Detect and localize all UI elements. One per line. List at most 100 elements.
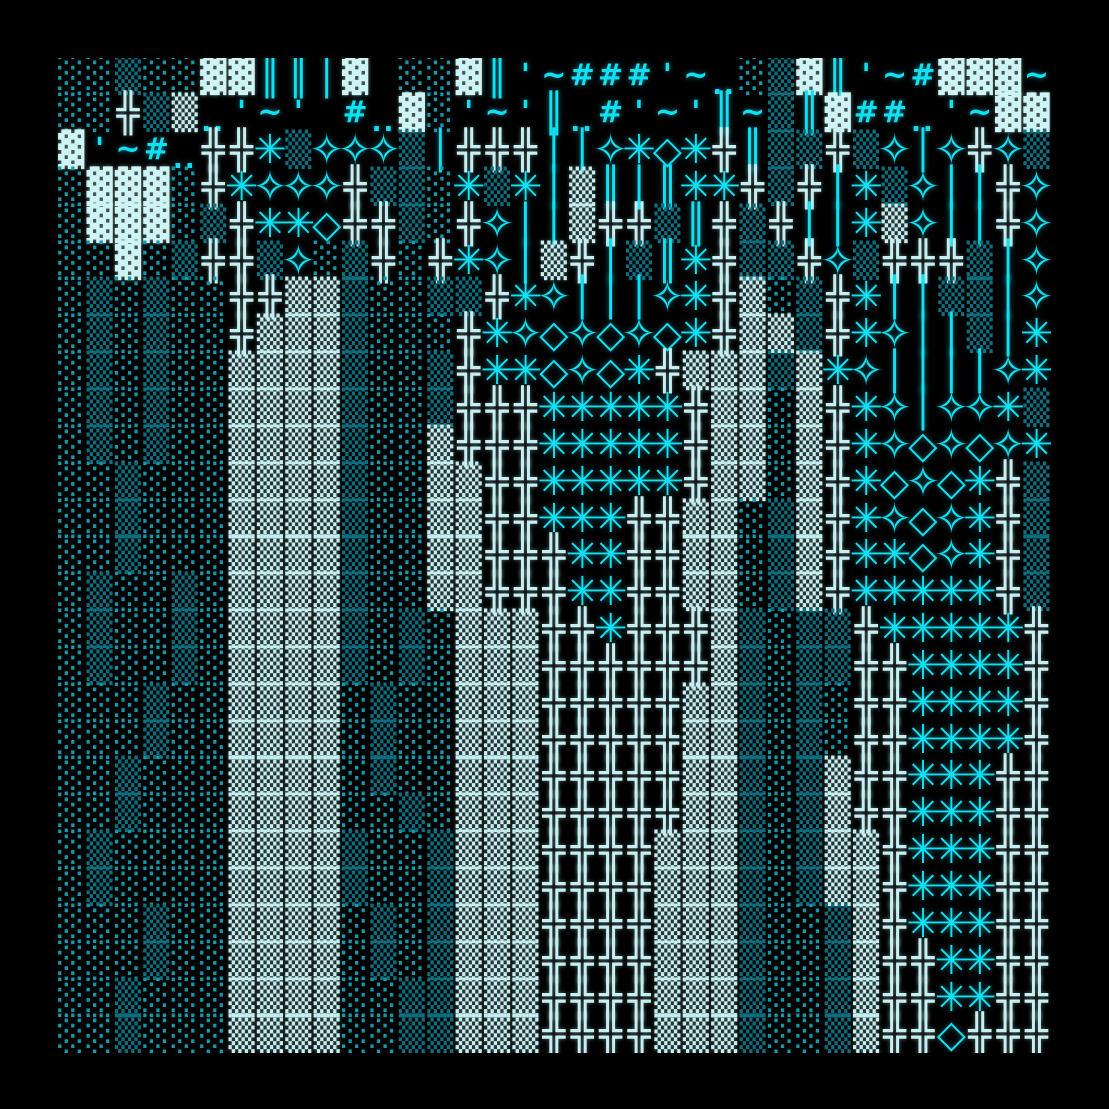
glyph-cell: ░ xyxy=(58,93,85,134)
glyph-cell: ✳ xyxy=(679,163,713,210)
glyph-cell: ▒ xyxy=(682,682,709,723)
glyph-cell: │ xyxy=(514,201,537,246)
glyph-cell: ▒ xyxy=(285,940,312,981)
glyph-cell: ░ xyxy=(200,940,227,981)
glyph-cell: ╬ xyxy=(1025,901,1048,946)
glyph-cell: .. xyxy=(172,145,197,176)
glyph-cell: ░ xyxy=(370,424,397,465)
glyph-cell: ▒ xyxy=(739,903,766,944)
glyph-cell: ║ xyxy=(684,201,708,246)
glyph-cell: ╬ xyxy=(230,128,253,173)
glyph-cell: ▒ xyxy=(114,535,142,576)
glyph-cell: ▒ xyxy=(86,314,113,355)
glyph-cell: ╬ xyxy=(428,238,452,283)
glyph-cell: ░ xyxy=(767,682,795,723)
glyph-cell: ░ xyxy=(200,277,227,318)
glyph-cell: ▒ xyxy=(342,461,369,502)
glyph-cell: ╬ xyxy=(201,164,225,209)
glyph-cell: ░ xyxy=(370,314,397,355)
glyph-cell: ╬ xyxy=(570,828,594,873)
glyph-cell: ╬ xyxy=(826,459,850,504)
glyph-cell: ░ xyxy=(86,682,113,723)
glyph-cell: ░ xyxy=(398,830,425,871)
glyph-cell: ░ xyxy=(342,1014,369,1053)
glyph-cell: ▒ xyxy=(796,719,823,760)
glyph-cell: ▒ xyxy=(512,719,539,760)
glyph-cell: ▒ xyxy=(796,351,823,392)
glyph-cell: ✧ xyxy=(309,125,345,175)
glyph-cell: ░ xyxy=(171,461,198,502)
glyph-cell: ▒ xyxy=(455,903,482,944)
glyph-cell: ╬ xyxy=(599,791,623,836)
glyph-cell: ✳ xyxy=(906,679,940,726)
glyph-cell: ▒ xyxy=(228,866,255,907)
glyph-cell: ▒ xyxy=(200,203,227,244)
glyph-cell: ✳ xyxy=(480,348,514,395)
glyph-cell: ║ xyxy=(826,58,850,99)
glyph-cell: ░ xyxy=(342,977,369,1018)
glyph-cell: ▒ xyxy=(739,830,766,871)
glyph-cell: ' xyxy=(464,95,474,131)
glyph-cell: ▒ xyxy=(285,535,312,576)
glyph-cell: ▒ xyxy=(512,682,539,723)
glyph-cell: ▒ xyxy=(143,682,170,723)
glyph-cell: ╬ xyxy=(599,201,623,246)
glyph-cell: ▒ xyxy=(256,609,283,650)
glyph-cell: # xyxy=(626,58,652,94)
glyph-cell: ✳ xyxy=(820,348,855,395)
glyph-cell: ╬ xyxy=(996,975,1020,1020)
glyph-cell: ░ xyxy=(200,793,227,834)
glyph-cell: ▒ xyxy=(796,572,823,613)
glyph-cell: ▒ xyxy=(739,977,766,1018)
glyph-cell: ╬ xyxy=(684,643,708,688)
glyph-cell: ░ xyxy=(398,535,425,576)
glyph-cell: ░ xyxy=(114,388,142,429)
glyph-cell: ▒ xyxy=(228,609,255,650)
glyph-cell: ▒ xyxy=(398,793,425,834)
glyph-cell: ✧ xyxy=(905,198,941,248)
glyph-cell: ✳ xyxy=(593,458,628,505)
glyph-cell: ░ xyxy=(58,682,85,723)
glyph-cell: ✳ xyxy=(593,495,628,542)
glyph-cell: ▒ xyxy=(285,903,312,944)
glyph-cell: ✳ xyxy=(537,495,571,542)
glyph-cell: ▒ xyxy=(512,940,539,981)
glyph-cell: ▒ xyxy=(313,609,340,650)
glyph-cell: ░ xyxy=(171,498,198,539)
glyph-cell: ▒ xyxy=(767,498,795,539)
glyph-cell: ╬ xyxy=(939,238,963,283)
glyph-cell: ✳ xyxy=(849,163,883,210)
glyph-cell: ╬ xyxy=(1025,754,1048,799)
glyph-cell: ░ xyxy=(171,277,198,318)
glyph-cell: ~ xyxy=(1023,58,1050,94)
glyph-cell: ░ xyxy=(342,903,369,944)
glyph-cell: ╬ xyxy=(968,128,992,173)
glyph-cell: ╬ xyxy=(570,901,594,946)
glyph-cell: ░ xyxy=(342,793,369,834)
glyph-cell: ▒ xyxy=(86,351,113,392)
glyph-cell: ╬ xyxy=(1025,680,1048,725)
glyph-cell: ░ xyxy=(398,940,425,981)
glyph-cell: ░ xyxy=(58,461,85,502)
glyph-cell: ▒ xyxy=(796,498,823,539)
glyph-cell: ▒ xyxy=(114,58,142,97)
glyph-cell: ╬ xyxy=(570,975,594,1020)
glyph-cell: ╬ xyxy=(627,791,651,836)
glyph-cell: ░ xyxy=(200,1014,227,1053)
glyph-cell: ░ xyxy=(427,203,454,244)
glyph-cell: ✳ xyxy=(991,385,1025,432)
glyph-cell: ░ xyxy=(370,277,397,318)
glyph-cell: ║ xyxy=(655,238,679,283)
glyph-cell: ✳ xyxy=(877,532,912,579)
glyph-cell: ✳ xyxy=(537,421,571,468)
glyph-cell: ╬ xyxy=(570,680,594,725)
glyph-cell: ▒ xyxy=(853,130,880,171)
glyph-cell: ░ xyxy=(171,203,198,244)
glyph-cell: ✳ xyxy=(537,385,571,432)
glyph-cell: ✧ xyxy=(564,309,600,359)
glyph-cell: ╬ xyxy=(684,386,708,431)
glyph-cell: ▒ xyxy=(682,535,709,576)
glyph-cell: ░ xyxy=(58,498,85,539)
glyph-cell: ╬ xyxy=(854,754,878,799)
glyph-cell: ╬ xyxy=(854,791,878,836)
